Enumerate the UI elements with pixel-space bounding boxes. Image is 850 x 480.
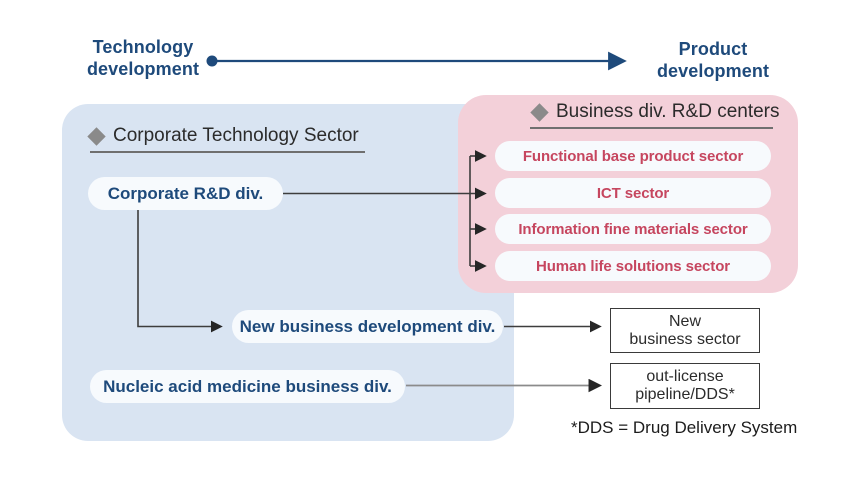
output-box-line: pipeline/DDS*: [635, 386, 735, 403]
output-box-new-business-sector: New business sector: [610, 308, 760, 353]
business-centers-title-underline: [530, 127, 773, 129]
connector-corporate-to-new-business: [137, 210, 223, 333]
sector-pill-information-fine-materials: Information fine materials sector: [495, 214, 771, 244]
business-centers-title: Business div. R&D centers: [556, 101, 780, 122]
division-pill-new-business-development: New business development div.: [232, 310, 503, 343]
division-pill-nucleic-acid-medicine: Nucleic acid medicine business div.: [90, 370, 405, 403]
sector-pill-functional-base-product: Functional base product sector: [495, 141, 771, 171]
footnote: *DDS = Drug Delivery System: [571, 418, 798, 437]
output-box-line: business sector: [629, 330, 741, 348]
corporate-sector-header: Corporate Technology Sector: [87, 125, 359, 147]
sector-label: Information fine materials sector: [518, 220, 748, 238]
output-box-line: out-license: [646, 368, 724, 386]
sector-label: Human life solutions sector: [536, 257, 730, 275]
corporate-sector-title: Corporate Technology Sector: [113, 125, 359, 146]
sector-pill-human-life-solutions: Human life solutions sector: [495, 251, 771, 281]
diamond-icon: [530, 102, 549, 122]
division-label: Corporate R&D div.: [107, 183, 264, 203]
output-box-out-license: out-license pipeline/DDS*: [610, 363, 760, 409]
sector-label: Functional base product sector: [522, 147, 744, 165]
timeline-left-label: Technology development: [86, 37, 200, 79]
division-label: New business development div.: [239, 316, 496, 336]
division-label: Nucleic acid medicine business div.: [103, 376, 392, 396]
corporate-sector-title-underline: [90, 151, 365, 153]
timeline-right-label: Product development: [656, 39, 770, 81]
division-pill-corporate-rd: Corporate R&D div.: [88, 177, 283, 210]
sector-pill-ict: ICT sector: [495, 178, 771, 208]
output-box-line: New: [668, 312, 701, 330]
sector-label: ICT sector: [596, 184, 670, 202]
business-centers-header: Business div. R&D centers: [530, 101, 780, 123]
diamond-icon: [87, 126, 106, 146]
